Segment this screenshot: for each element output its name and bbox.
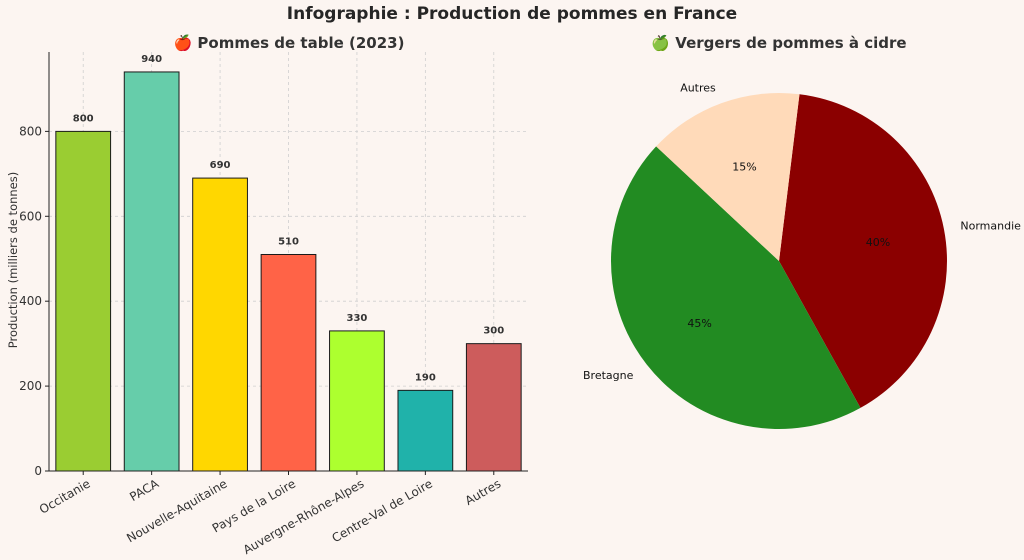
pie-percent-label: 15%	[732, 160, 756, 173]
data-label: 940	[141, 54, 162, 65]
bar	[260, 253, 317, 472]
pie-percent-label: 45%	[687, 317, 711, 330]
pie-percent-label: 40%	[866, 236, 890, 249]
pie-category-label: Normandie	[960, 220, 1021, 233]
y-tick-label: 800	[19, 124, 42, 138]
y-tick-label: 200	[19, 379, 42, 393]
bar	[329, 330, 385, 472]
pie-category-label: Autres	[680, 81, 716, 94]
bar	[465, 343, 522, 472]
data-label: 800	[73, 113, 94, 124]
data-label: 330	[346, 313, 367, 324]
pie-chart: 🍏 Vergers de pommes à cidre 40% Normandie…	[583, 34, 1021, 430]
pie-labels: 40% Normandie 45% Bretagne 15% Autres	[583, 81, 1021, 381]
bar	[55, 130, 112, 472]
y-tick-label: 0	[34, 464, 42, 478]
bar-chart-title: 🍎 Pommes de table (2023)	[174, 33, 405, 52]
x-tick-label: PACA	[127, 476, 162, 504]
y-tick-label: 600	[19, 209, 42, 223]
data-label: 510	[278, 236, 299, 247]
bar-data-labels: 800 940 690 510 330 190 300	[73, 54, 504, 383]
data-label: 300	[483, 326, 504, 337]
x-tick-label: Auvergne-Rhône-Alpes	[241, 476, 367, 557]
y-tick-label: 400	[19, 294, 42, 308]
pie-slices	[610, 93, 947, 430]
bar	[123, 71, 180, 472]
data-label: 690	[210, 160, 231, 171]
bar-chart: 🍎 Pommes de table (2023) 800 940 690 510 330…	[6, 33, 528, 557]
pie-category-label: Bretagne	[583, 369, 634, 382]
y-axis-ticks: 0 200 400 600 800	[19, 124, 49, 478]
x-tick-label: Autres	[463, 476, 504, 508]
pie-slice	[656, 93, 800, 261]
bar	[397, 389, 454, 472]
pie-slice	[610, 146, 861, 430]
data-label: 190	[415, 372, 436, 383]
bar-series	[55, 71, 522, 472]
page-title: Infographie : Production de pommes en Fr…	[286, 4, 738, 24]
y-axis-label: Production (milliers de tonnes)	[6, 172, 20, 348]
pie-chart-title: 🍏 Vergers de pommes à cidre	[651, 34, 906, 52]
bar	[192, 177, 248, 472]
x-tick-label: Occitanie	[37, 476, 93, 516]
pie-slice	[779, 94, 947, 408]
